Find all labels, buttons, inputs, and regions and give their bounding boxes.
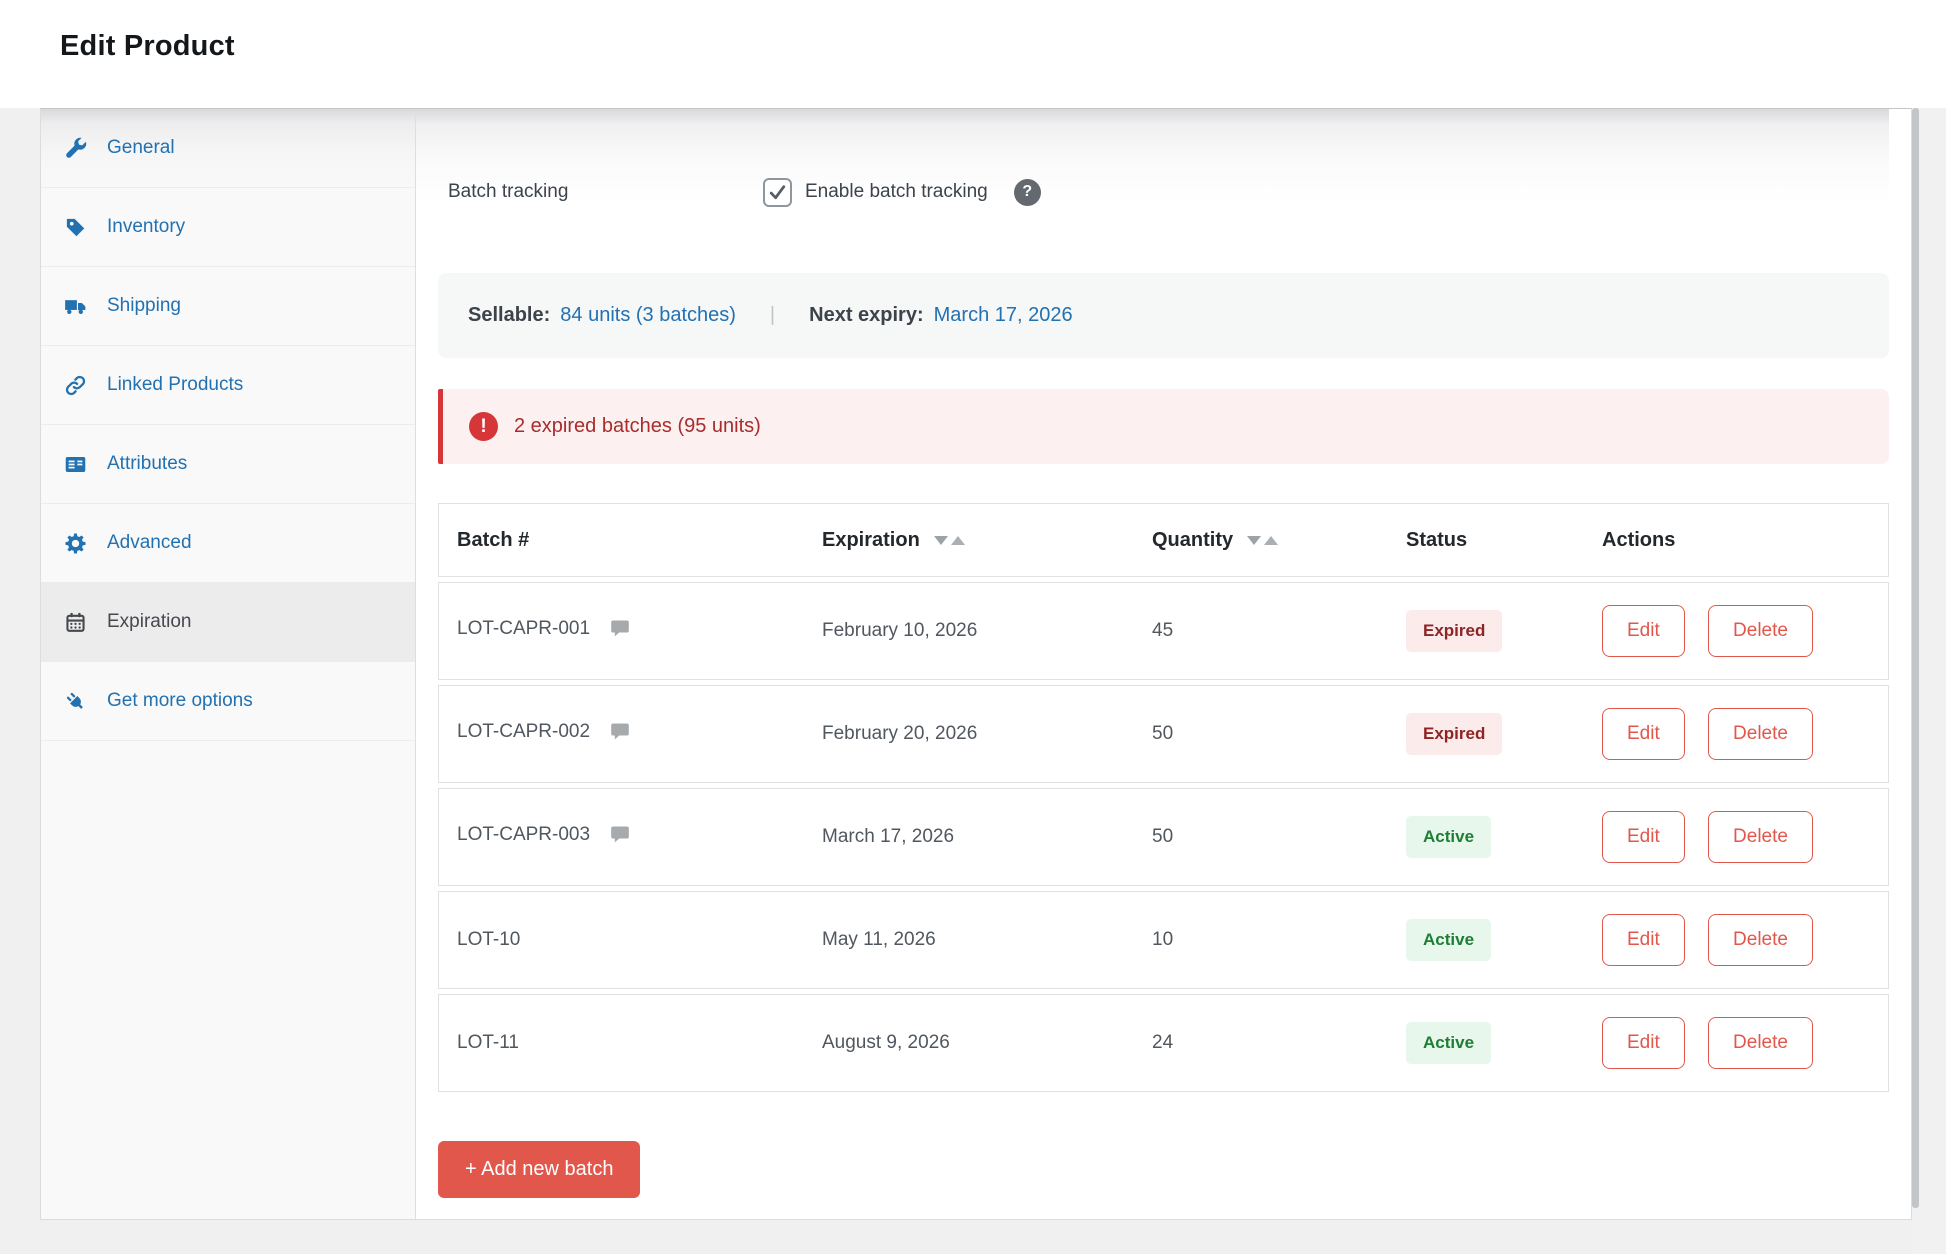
batch-number: LOT-10 (457, 929, 521, 950)
sidebar-item-get-more-options[interactable]: Get more options (41, 662, 415, 741)
expiration-date: February 10, 2026 (804, 582, 1134, 680)
help-icon[interactable]: ? (1013, 178, 1041, 206)
link-icon (63, 373, 87, 397)
status-badge: Expired (1406, 610, 1503, 652)
column-header-batch: Batch # (438, 503, 804, 577)
calendar-icon (63, 610, 87, 634)
edit-button[interactable]: Edit (1602, 708, 1685, 760)
sidebar-item-shipping[interactable]: Shipping (41, 267, 415, 346)
table-row: LOT-10 May 11, 2026 10 Active Edit Delet… (438, 891, 1889, 989)
quantity: 45 (1134, 582, 1388, 680)
expiration-date: February 20, 2026 (804, 685, 1134, 783)
edit-button[interactable]: Edit (1602, 605, 1685, 657)
expiration-date: May 11, 2026 (804, 891, 1134, 989)
gear-icon (63, 531, 87, 555)
delete-button[interactable]: Delete (1708, 708, 1813, 760)
tab-content: Batch tracking Enable batch tracking ? S… (416, 109, 1889, 1219)
batch-number: LOT-CAPR-002 (457, 721, 591, 742)
sidebar-item-attributes[interactable]: Attributes (41, 425, 415, 504)
header-row: Batch # Expiration Quantity Status Actions (438, 503, 1889, 577)
add-new-batch-button[interactable]: + Add new batch (438, 1141, 641, 1198)
sidebar-item-label: General (107, 137, 175, 158)
edit-button[interactable]: Edit (1602, 1017, 1685, 1069)
status-badge: Expired (1406, 713, 1503, 755)
expiration-date: March 17, 2026 (804, 788, 1134, 886)
status-badge: Active (1406, 816, 1492, 858)
status-badge: Active (1406, 1022, 1492, 1064)
comment-icon (610, 824, 630, 850)
page-title: Edit Product (60, 30, 235, 62)
column-label: Status (1406, 528, 1468, 551)
edit-button[interactable]: Edit (1602, 914, 1685, 966)
sellable-label: Sellable: (468, 304, 551, 326)
top-header-bar: Edit Product (0, 0, 1946, 108)
tag-icon (63, 215, 87, 239)
quantity: 50 (1134, 788, 1388, 886)
quantity: 10 (1134, 891, 1388, 989)
sidebar-item-label: Get more options (107, 690, 253, 711)
table-row: LOT-CAPR-001 February 10, 2026 45 Expire… (438, 582, 1889, 680)
delete-button[interactable]: Delete (1708, 1017, 1813, 1069)
table-row: LOT-11 August 9, 2026 24 Active Edit Del… (438, 994, 1889, 1092)
delete-button[interactable]: Delete (1708, 605, 1813, 657)
column-label: Actions (1602, 528, 1676, 551)
product-data-panel: General Inventory Shipping Linked Produc… (40, 108, 1912, 1220)
batch-table-header: Batch # Expiration Quantity Status Actions (438, 503, 1889, 577)
table-row: LOT-CAPR-003 March 17, 2026 50 Active Ed… (438, 788, 1889, 886)
product-tabs-sidebar: General Inventory Shipping Linked Produc… (41, 109, 416, 1219)
sidebar-item-label: Inventory (107, 216, 186, 237)
edit-button[interactable]: Edit (1602, 811, 1685, 863)
plug-icon (63, 689, 87, 713)
sidebar-item-label: Attributes (107, 453, 188, 474)
column-label: Expiration (822, 528, 920, 551)
delete-button[interactable]: Delete (1708, 914, 1813, 966)
batch-tracking-row: Batch tracking Enable batch tracking ? (448, 177, 1889, 207)
batch-number: LOT-11 (457, 1032, 519, 1053)
sidebar-item-expiration[interactable]: Expiration (41, 583, 415, 662)
batch-table: Batch # Expiration Quantity Status Actions L… (438, 498, 1889, 1097)
sellable-value[interactable]: 84 units (3 batches) (560, 304, 736, 326)
table-row: LOT-CAPR-002 February 20, 2026 50 Expire… (438, 685, 1889, 783)
expired-batches-alert: ! 2 expired batches (95 units) (438, 389, 1889, 464)
summary-bar: Sellable: 84 units (3 batches) | Next ex… (438, 273, 1889, 358)
sidebar-item-label: Shipping (107, 295, 181, 316)
truck-icon (63, 294, 87, 318)
alert-text: 2 expired batches (95 units) (514, 415, 761, 437)
column-header-status: Status (1388, 503, 1584, 577)
status-badge: Active (1406, 919, 1492, 961)
column-label: Batch # (457, 528, 530, 551)
delete-button[interactable]: Delete (1708, 811, 1813, 863)
batch-number: LOT-CAPR-001 (457, 618, 591, 639)
sidebar-item-linked-products[interactable]: Linked Products (41, 346, 415, 425)
next-expiry-value[interactable]: March 17, 2026 (933, 304, 1073, 326)
column-header-quantity[interactable]: Quantity (1134, 503, 1388, 577)
sort-icon[interactable] (933, 535, 965, 545)
summary-divider: | (769, 304, 776, 326)
scrollbar-track[interactable] (1912, 108, 1946, 1254)
expiration-date: August 9, 2026 (804, 994, 1134, 1092)
enable-batch-tracking-checkbox[interactable] (763, 177, 792, 207)
column-header-actions: Actions (1584, 503, 1889, 577)
quantity: 24 (1134, 994, 1388, 1092)
quantity: 50 (1134, 685, 1388, 783)
batch-number: LOT-CAPR-003 (457, 824, 591, 845)
sidebar-item-label: Expiration (107, 611, 192, 632)
alert-icon: ! (469, 412, 498, 441)
attributes-icon (63, 452, 87, 476)
enable-batch-tracking-checkbox-label: Enable batch tracking (805, 181, 988, 202)
sidebar-item-label: Advanced (107, 532, 192, 553)
scrollbar-thumb[interactable] (1912, 108, 1919, 1209)
sidebar-item-label: Linked Products (107, 374, 244, 395)
column-label: Quantity (1152, 528, 1234, 551)
sidebar-item-general[interactable]: General (41, 109, 415, 188)
comment-icon (610, 618, 630, 644)
wrench-icon (63, 136, 87, 160)
column-header-expiration[interactable]: Expiration (804, 503, 1134, 577)
comment-icon (610, 721, 630, 747)
sidebar-item-advanced[interactable]: Advanced (41, 504, 415, 583)
batch-tracking-label: Batch tracking (448, 181, 569, 202)
sidebar-item-inventory[interactable]: Inventory (41, 188, 415, 267)
next-expiry-label: Next expiry: (809, 304, 924, 326)
sort-icon[interactable] (1247, 535, 1279, 545)
